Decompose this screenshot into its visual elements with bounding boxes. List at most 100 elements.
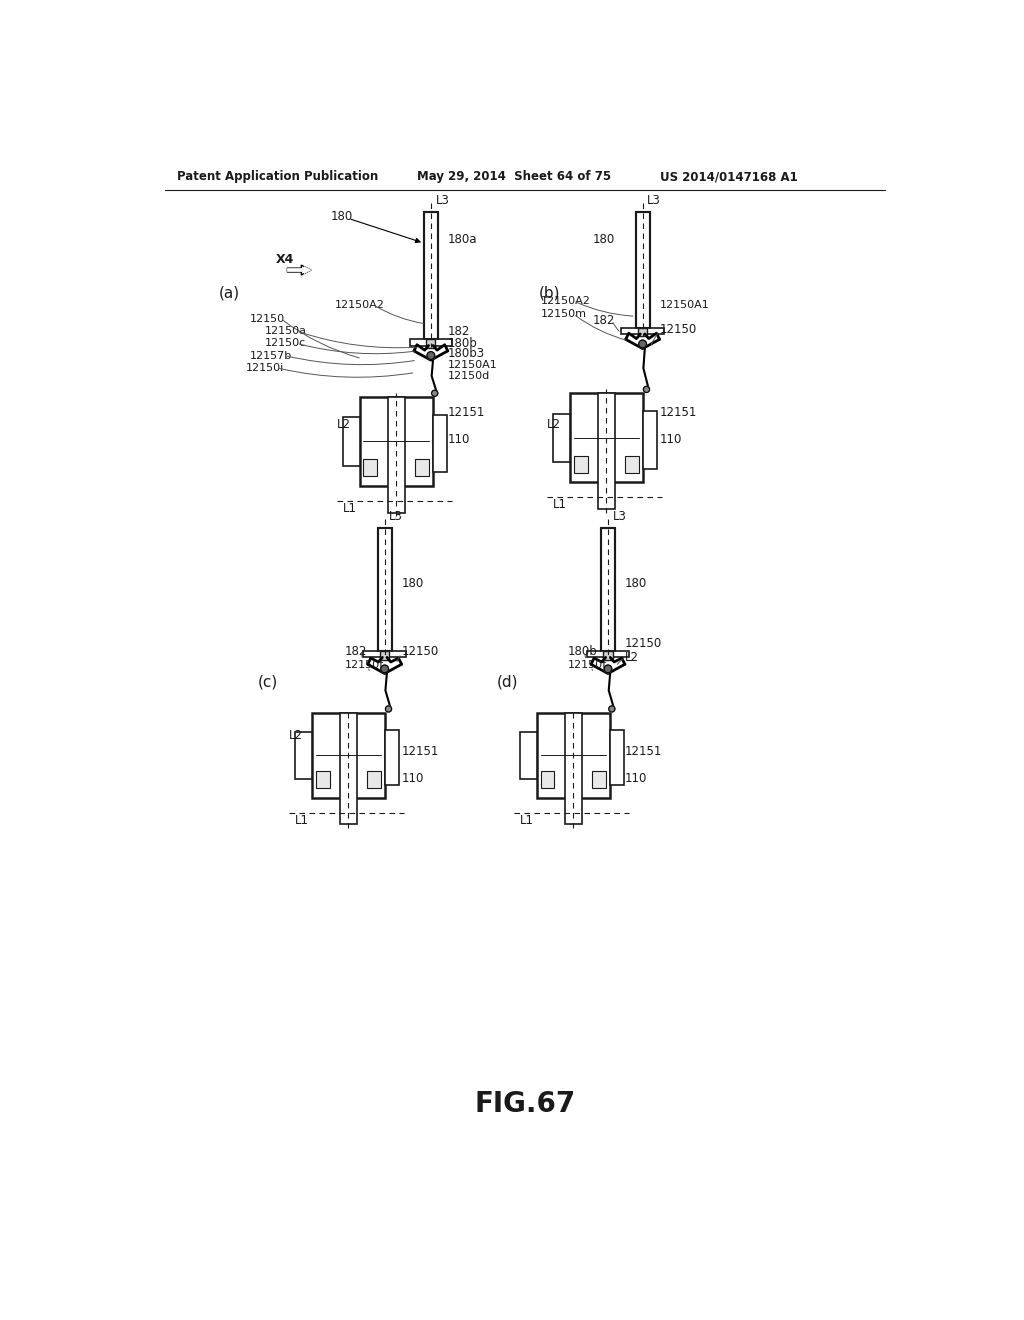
Bar (415, 459, 429, 477)
Text: L1: L1 (520, 814, 534, 828)
Text: 182: 182 (345, 644, 367, 657)
Circle shape (608, 706, 614, 711)
Text: 182: 182 (447, 325, 470, 338)
Bar (520, 733, 537, 779)
Text: 12150m: 12150m (541, 309, 587, 319)
FancyArrowPatch shape (288, 267, 311, 273)
Bar (569, 393, 643, 482)
Text: 180b: 180b (447, 337, 477, 350)
Text: 180b: 180b (568, 644, 598, 657)
Text: 180: 180 (625, 577, 647, 590)
Text: 12157b: 12157b (250, 351, 292, 360)
Bar (380, 651, 389, 660)
Bar (433, 414, 446, 473)
Text: 110: 110 (659, 433, 682, 446)
Bar (636, 213, 649, 327)
Text: (c): (c) (258, 675, 278, 689)
Text: 180b3: 180b3 (447, 347, 485, 360)
Bar (598, 393, 614, 508)
Bar (364, 651, 406, 657)
Bar (426, 339, 435, 348)
Text: 12150a: 12150a (265, 326, 307, 335)
Text: 110: 110 (625, 772, 647, 785)
Bar (295, 733, 312, 779)
Text: L3: L3 (389, 510, 403, 523)
Bar (315, 771, 330, 788)
Bar (565, 713, 582, 825)
Circle shape (427, 351, 435, 359)
Text: 12150c: 12150c (265, 338, 306, 348)
Text: 12151: 12151 (625, 744, 663, 758)
Text: 12150: 12150 (401, 644, 439, 657)
Bar (643, 411, 656, 469)
Text: L1: L1 (343, 502, 356, 515)
Text: 12150A1: 12150A1 (447, 360, 498, 370)
Text: L3: L3 (435, 194, 450, 207)
Text: L3: L3 (612, 510, 627, 523)
Bar (340, 713, 357, 825)
Bar (626, 455, 639, 473)
Text: May 29, 2014  Sheet 64 of 75: May 29, 2014 Sheet 64 of 75 (417, 170, 611, 183)
Bar (603, 651, 612, 660)
Bar (343, 417, 359, 466)
Bar (610, 730, 624, 785)
Text: (a): (a) (219, 285, 241, 301)
Bar (388, 397, 404, 512)
Bar (553, 413, 569, 462)
Text: US 2014/0147168 A1: US 2014/0147168 A1 (660, 170, 798, 183)
Bar (592, 771, 606, 788)
Text: 110: 110 (401, 772, 424, 785)
Bar (541, 771, 554, 788)
Text: L1: L1 (553, 499, 567, 511)
Text: 12151: 12151 (401, 744, 439, 758)
Circle shape (639, 341, 646, 348)
Text: 180: 180 (401, 577, 424, 590)
Bar (368, 771, 381, 788)
Text: (d): (d) (497, 675, 518, 689)
Text: L2: L2 (547, 417, 561, 430)
Text: 12150: 12150 (659, 323, 696, 335)
Text: 12150A1: 12150A1 (659, 300, 710, 310)
Bar (601, 528, 614, 651)
Text: 12150i: 12150i (246, 363, 285, 372)
Text: L1: L1 (295, 814, 309, 828)
Text: 12150: 12150 (250, 314, 285, 323)
Bar (573, 455, 588, 473)
Text: X4: X4 (275, 252, 294, 265)
Text: 12150: 12150 (625, 638, 663, 649)
Text: L2: L2 (625, 651, 639, 664)
Bar (622, 327, 664, 334)
Text: 12151: 12151 (447, 407, 485, 418)
Bar (359, 397, 433, 486)
Bar (638, 327, 647, 337)
Text: 180: 180 (331, 210, 353, 223)
Text: 110: 110 (447, 433, 470, 446)
Text: 12150d: 12150d (447, 371, 490, 380)
Circle shape (604, 665, 611, 673)
Circle shape (432, 391, 438, 396)
Text: L2: L2 (289, 730, 303, 742)
Bar (364, 459, 378, 477)
Circle shape (385, 706, 391, 711)
Text: 12150A2: 12150A2 (541, 296, 591, 306)
Bar (587, 651, 629, 657)
Text: 12150f: 12150f (568, 660, 607, 671)
Text: 12150A2: 12150A2 (335, 300, 384, 310)
Bar (385, 730, 399, 785)
Text: Patent Application Publication: Patent Application Publication (177, 170, 378, 183)
Circle shape (643, 387, 649, 392)
Text: L3: L3 (647, 194, 662, 207)
Circle shape (381, 665, 388, 673)
Bar (537, 713, 610, 797)
Bar (378, 528, 391, 651)
Bar (424, 213, 438, 339)
Text: L2: L2 (337, 417, 350, 430)
Text: 12150f: 12150f (345, 660, 384, 671)
Text: 180: 180 (593, 232, 614, 246)
Bar (410, 339, 452, 346)
Text: 182: 182 (593, 314, 615, 326)
Bar (312, 713, 385, 797)
Text: (b): (b) (539, 285, 560, 301)
Text: FIG.67: FIG.67 (474, 1090, 575, 1118)
Text: 12151: 12151 (659, 407, 697, 418)
